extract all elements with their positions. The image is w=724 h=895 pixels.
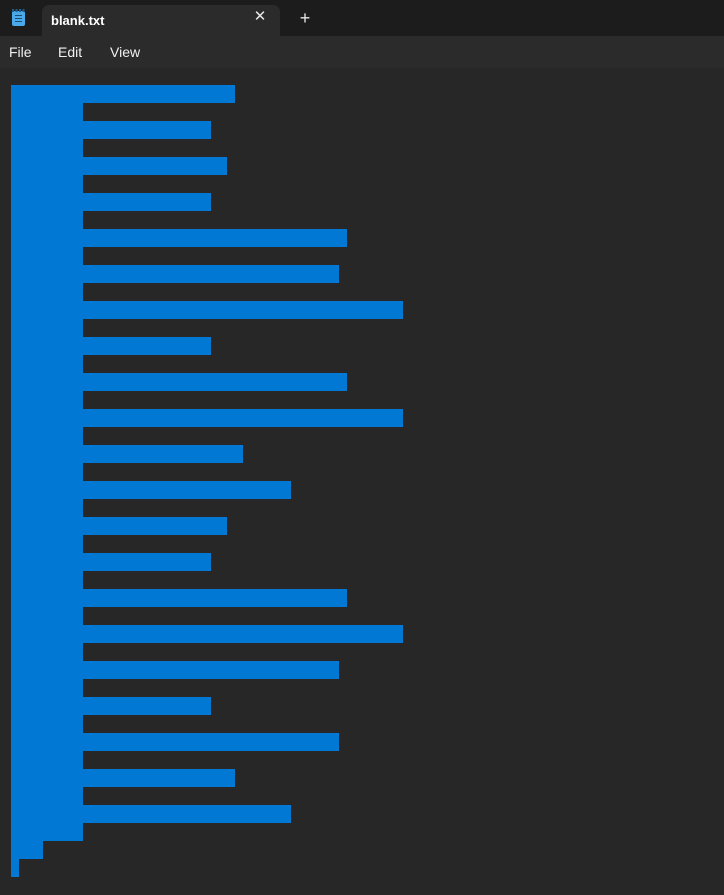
selection-line: [83, 337, 211, 355]
selection-line: [83, 157, 227, 175]
selection-line: [83, 481, 291, 499]
new-tab-button[interactable]: +: [299, 8, 311, 28]
selection-highlight: [11, 841, 43, 859]
selection-line: [83, 301, 403, 319]
menu-bar: File Edit View: [0, 36, 724, 68]
tab-title: blank.txt: [51, 13, 105, 28]
selection-line: [83, 517, 227, 535]
notepad-icon: [12, 9, 25, 26]
selection-line: [83, 553, 211, 571]
text-editor-area[interactable]: [0, 68, 724, 895]
tab-blank-txt[interactable]: blank.txt ✕: [42, 5, 280, 36]
selection-line: [83, 769, 235, 787]
selection-line: [83, 373, 347, 391]
selection-line: [83, 589, 347, 607]
tab-strip: blank.txt ✕ +: [0, 0, 724, 36]
selection-line: [83, 121, 211, 139]
selection-line: [83, 697, 211, 715]
selection-line: [83, 193, 211, 211]
selection-line: [83, 265, 339, 283]
selection-line: [83, 625, 403, 643]
selection-line: [83, 445, 243, 463]
selection-highlight: [11, 859, 19, 877]
selection-line: [83, 229, 347, 247]
menu-edit[interactable]: Edit: [58, 44, 83, 60]
close-icon[interactable]: ✕: [253, 8, 267, 25]
selection-line: [83, 805, 291, 823]
selection-highlight: [11, 85, 83, 841]
selection-line: [83, 85, 235, 103]
menu-file[interactable]: File: [9, 44, 32, 60]
selection-line: [83, 409, 403, 427]
selection-line: [83, 661, 339, 679]
selection-line: [83, 733, 339, 751]
menu-view[interactable]: View: [110, 44, 141, 60]
